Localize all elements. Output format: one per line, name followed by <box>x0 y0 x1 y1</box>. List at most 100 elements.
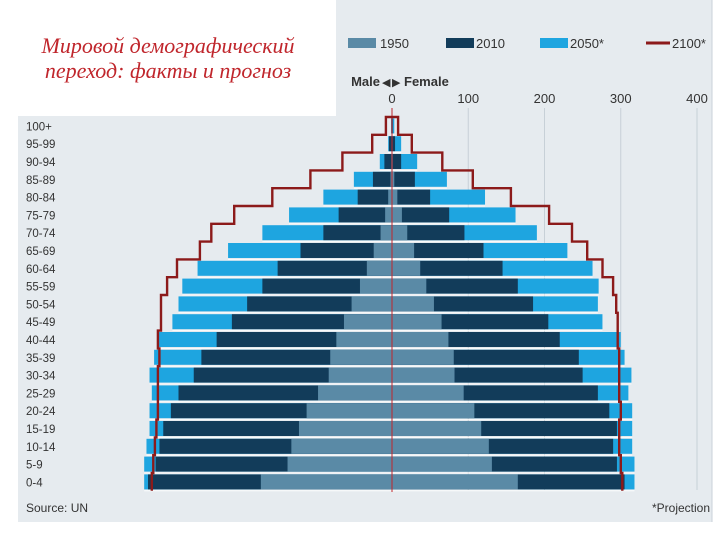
legend-label-1950: 1950 <box>380 36 409 51</box>
bar-1950-male-25-29 <box>318 385 392 401</box>
age-label-20-24: 20-24 <box>26 406 56 418</box>
legend: 1950 2010 2050* 2100* <box>348 36 706 51</box>
bars <box>144 108 635 492</box>
bar-1950-male-75-79 <box>385 207 392 223</box>
bar-1950-male-45-49 <box>343 314 392 330</box>
bar-1950-male-30-34 <box>328 367 392 383</box>
legend-swatch-2010 <box>446 38 474 48</box>
bar-2010-female-80-84 <box>392 189 431 205</box>
bar-2010-female-75-79 <box>392 207 450 223</box>
bar-1950-female-25-29 <box>392 385 464 401</box>
legend-swatch-2050 <box>540 38 568 48</box>
bar-1950-male-70-74 <box>380 225 392 241</box>
bar-2010-female-65-69 <box>392 243 484 258</box>
bar-1950-female-10-14 <box>392 438 489 454</box>
bar-1950-male-55-59 <box>359 278 392 294</box>
axis-label-male: Male <box>351 74 380 89</box>
bar-2010-male-95-99 <box>388 136 392 152</box>
source-note: Source: UN <box>26 501 88 515</box>
age-label-45-49: 45-49 <box>26 317 55 329</box>
age-label-70-74: 70-74 <box>26 228 56 240</box>
x-tick-label-200: 200 <box>534 91 556 106</box>
bar-2010-female-85-89 <box>392 171 415 187</box>
x-tick-label-0: 0 <box>388 91 395 106</box>
line-2100-female <box>392 115 624 491</box>
age-label-40-44: 40-44 <box>26 335 56 347</box>
bar-2050-female-100+ <box>392 118 395 134</box>
bar-1950-female-65-69 <box>392 243 415 258</box>
age-label-60-64: 60-64 <box>26 264 56 276</box>
bar-1950-female-15-19 <box>392 421 482 436</box>
bar-2050-female-95-99 <box>392 136 402 152</box>
bar-2010-female-95-99 <box>392 136 396 152</box>
bar-1950-male-5-9 <box>287 456 392 472</box>
projection-note: *Projection <box>652 501 710 515</box>
age-label-55-59: 55-59 <box>26 282 55 294</box>
bar-2010-male-60-64 <box>277 260 392 276</box>
x-tick-label-400: 400 <box>686 91 708 106</box>
x-tick-label-300: 300 <box>610 91 632 106</box>
bar-2010-male-55-59 <box>262 278 392 294</box>
age-label-90-94: 90-94 <box>26 157 56 169</box>
bar-1950-female-5-9 <box>392 456 492 472</box>
legend-label-2100: 2100* <box>672 36 706 51</box>
age-label-15-19: 15-19 <box>26 424 55 436</box>
bar-1950-male-10-14 <box>291 438 392 454</box>
legend-swatch-1950 <box>348 38 376 48</box>
bar-2010-male-65-69 <box>300 243 392 258</box>
bar-1950-male-15-19 <box>298 421 392 436</box>
bar-1950-female-60-64 <box>392 260 421 276</box>
age-label-100+: 100+ <box>26 121 52 133</box>
bar-1950-female-40-44 <box>392 332 449 347</box>
bar-1950-male-40-44 <box>336 332 392 347</box>
bar-1950-female-75-79 <box>392 207 402 223</box>
bar-1950-male-80-84 <box>388 189 392 205</box>
bar-1950-male-35-39 <box>330 349 392 365</box>
age-label-65-69: 65-69 <box>26 246 55 258</box>
bar-1950-female-20-24 <box>392 403 475 419</box>
age-label-80-84: 80-84 <box>26 193 56 205</box>
age-label-50-54: 50-54 <box>26 299 56 311</box>
male-arrow-icon: ◀ <box>382 77 391 89</box>
bar-1950-male-85-89 <box>390 171 392 187</box>
axis-label-female: Female <box>404 74 449 89</box>
bar-1950-male-50-54 <box>351 296 392 312</box>
bar-1950-male-65-69 <box>373 243 392 258</box>
bar-2010-male-70-74 <box>323 225 392 241</box>
bar-1950-female-50-54 <box>392 296 434 312</box>
bar-1950-male-0-4 <box>260 474 392 490</box>
age-label-30-34: 30-34 <box>26 371 56 383</box>
bar-1950-female-85-89 <box>392 171 395 187</box>
age-labels: 0-4 5-9 10-14 15-19 20-24 25-29 30-34 35-39 40-4… <box>26 121 56 489</box>
bar-2010-male-80-84 <box>357 189 392 205</box>
age-label-85-89: 85-89 <box>26 175 55 187</box>
legend-label-2010: 2010 <box>476 36 505 51</box>
projection-2100-lines <box>150 115 624 491</box>
legend-label-2050: 2050* <box>570 36 604 51</box>
bar-1950-female-30-34 <box>392 367 455 383</box>
bar-1950-female-80-84 <box>392 189 398 205</box>
bar-2010-male-90-94 <box>384 154 392 169</box>
bar-1950-female-35-39 <box>392 349 454 365</box>
axis-header: Male ◀ ▶ Female <box>351 74 449 89</box>
bar-2010-female-70-74 <box>392 225 465 241</box>
slide-title: Мировой демографический переход: факты и… <box>0 0 336 116</box>
bar-2010-female-90-94 <box>392 154 402 169</box>
bar-1950-female-70-74 <box>392 225 408 241</box>
bar-1950-male-60-64 <box>366 260 392 276</box>
bar-2010-male-85-89 <box>372 171 392 187</box>
age-label-75-79: 75-79 <box>26 210 55 222</box>
age-label-25-29: 25-29 <box>26 388 55 400</box>
bar-2010-male-75-79 <box>338 207 392 223</box>
bar-1950-female-45-49 <box>392 314 442 330</box>
age-label-0-4: 0-4 <box>26 477 43 489</box>
age-label-10-14: 10-14 <box>26 442 56 454</box>
age-label-35-39: 35-39 <box>26 353 55 365</box>
female-arrow-icon: ▶ <box>392 77 401 89</box>
line-2100-male <box>150 115 392 491</box>
bar-1950-female-55-59 <box>392 278 427 294</box>
x-tick-label-100: 100 <box>457 91 479 106</box>
age-label-95-99: 95-99 <box>26 139 55 151</box>
age-label-5-9: 5-9 <box>26 460 43 472</box>
